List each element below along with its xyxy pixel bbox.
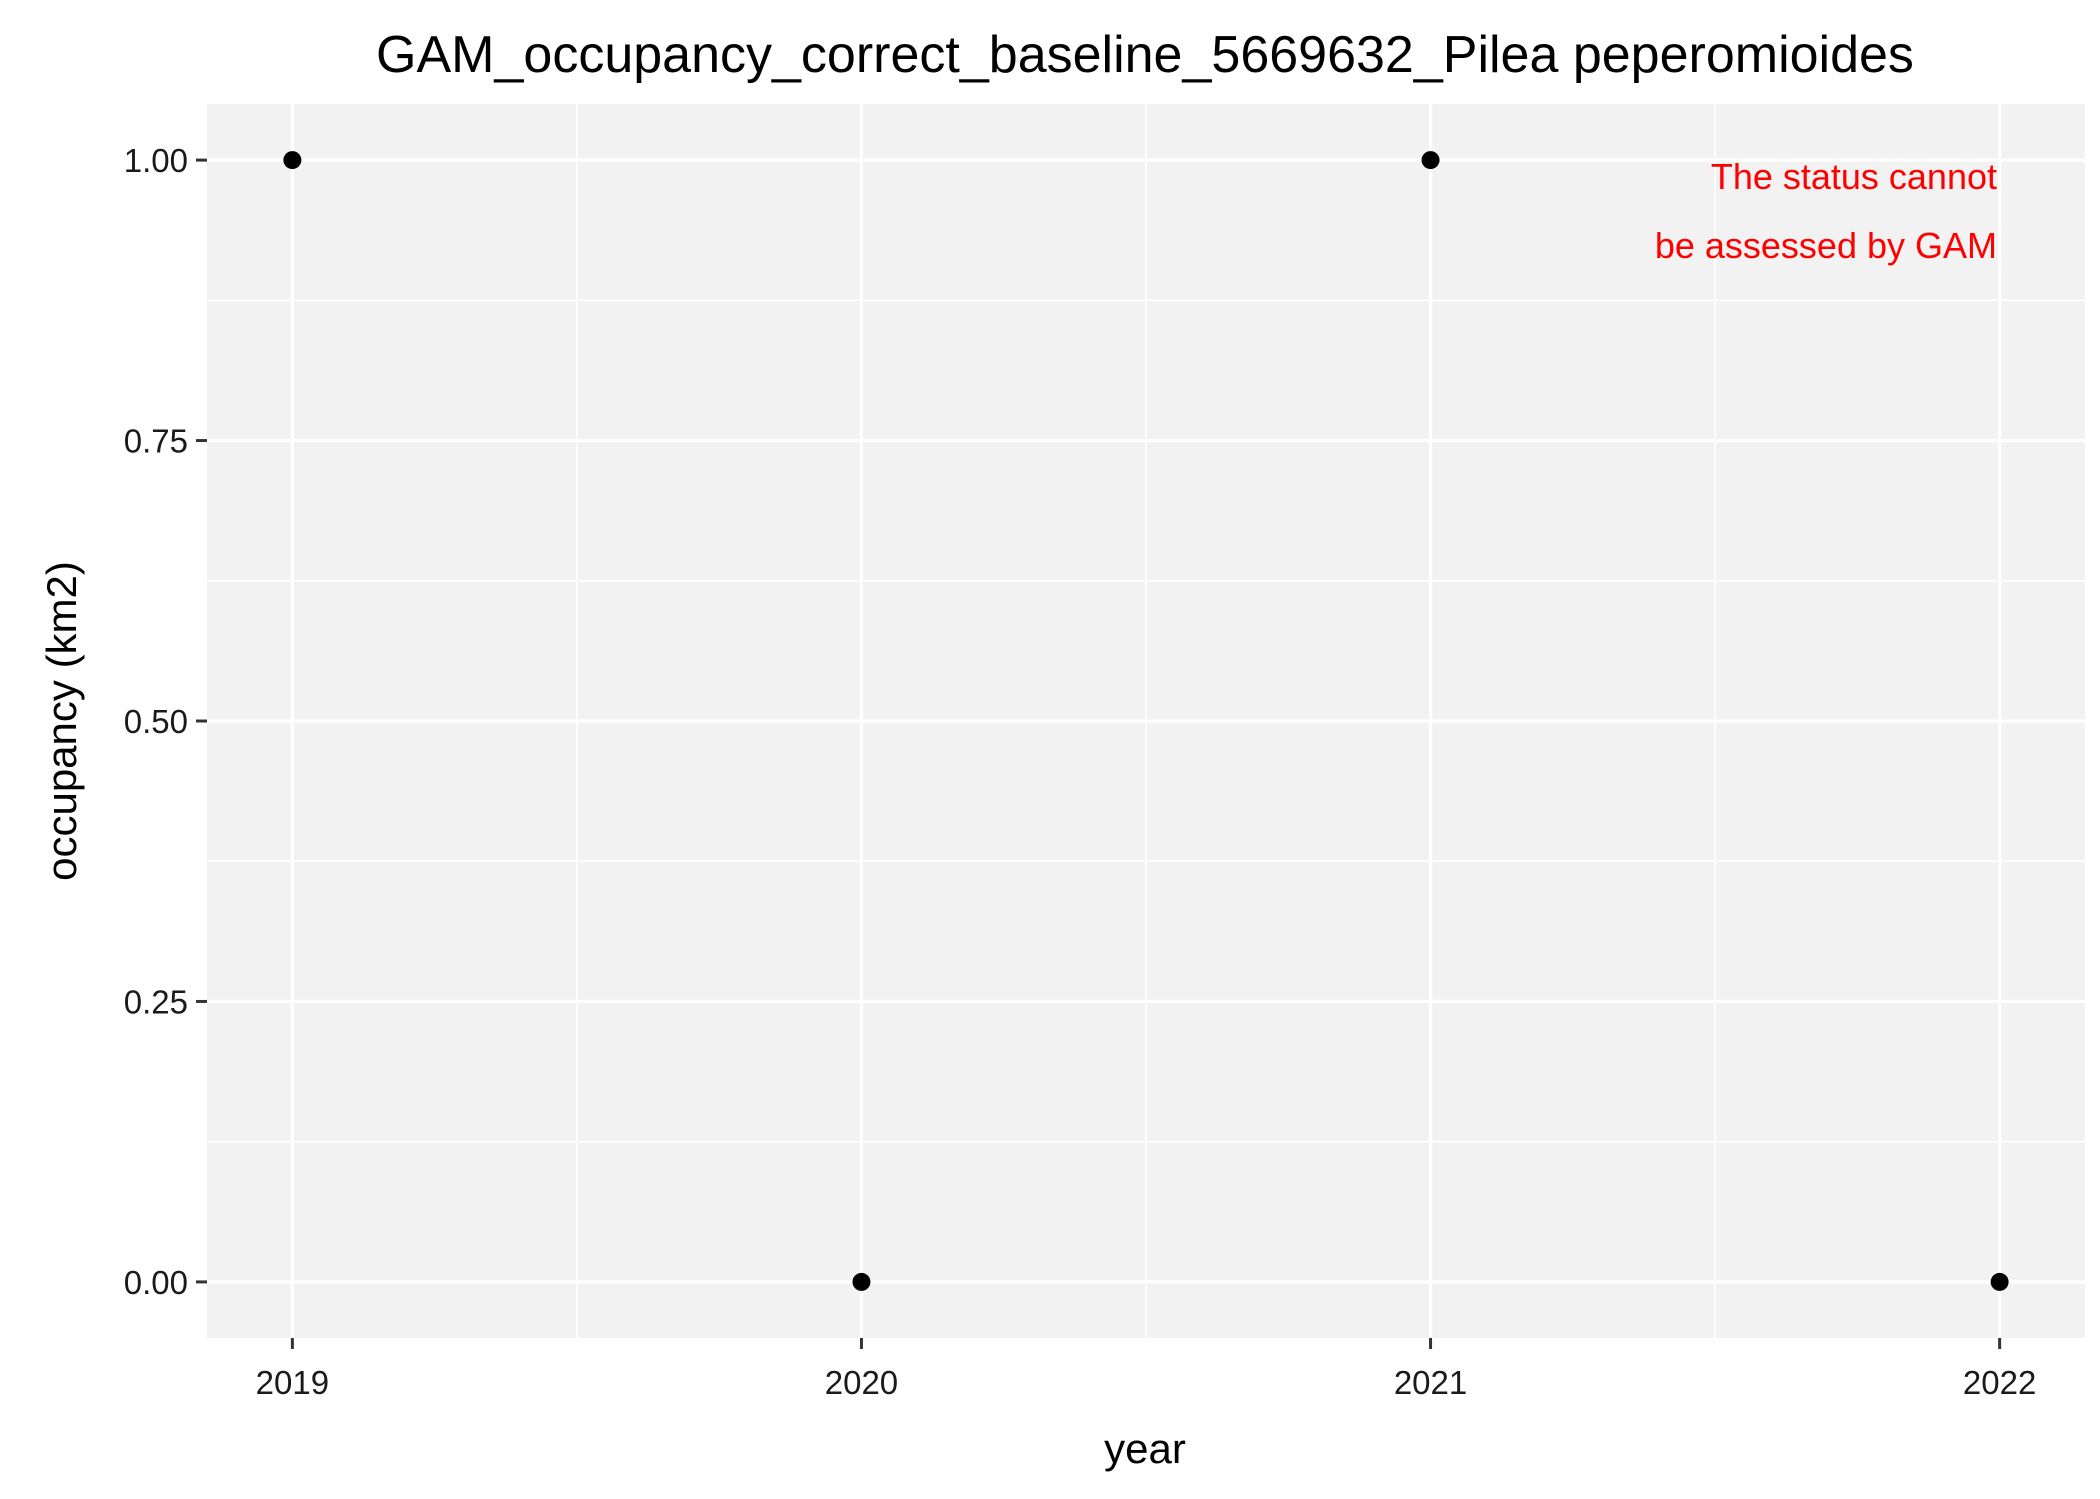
major-gridlines [207, 104, 2085, 1338]
data-point [852, 1272, 871, 1291]
data-point [1990, 1272, 2009, 1291]
y-tick-label: 0.50 [124, 703, 188, 740]
chart-title: GAM_occupancy_correct_baseline_5669632_P… [376, 26, 1914, 84]
y-axis-label: occupancy (km2) [38, 561, 85, 881]
y-axis: 0.00 0.25 0.50 0.75 1.00 [124, 142, 207, 1301]
y-tick-label: 1.00 [124, 142, 188, 179]
x-axis: 2019 2020 2021 2022 [256, 1338, 2036, 1401]
annotation-line-2: be assessed by GAM [1655, 225, 1997, 266]
annotation-line-1: The status cannot [1711, 156, 1997, 197]
data-point [283, 151, 302, 170]
x-tick-label: 2021 [1394, 1364, 1467, 1401]
y-tick-label: 0.75 [124, 423, 188, 460]
y-tick-label: 0.25 [124, 983, 188, 1020]
data-point [1421, 151, 1440, 170]
y-tick-label: 0.00 [124, 1264, 188, 1301]
x-tick-label: 2022 [1963, 1364, 2036, 1401]
x-axis-label: year [1104, 1425, 1186, 1472]
data-points [283, 151, 2009, 1291]
x-tick-label: 2020 [825, 1364, 898, 1401]
x-tick-label: 2019 [256, 1364, 329, 1401]
